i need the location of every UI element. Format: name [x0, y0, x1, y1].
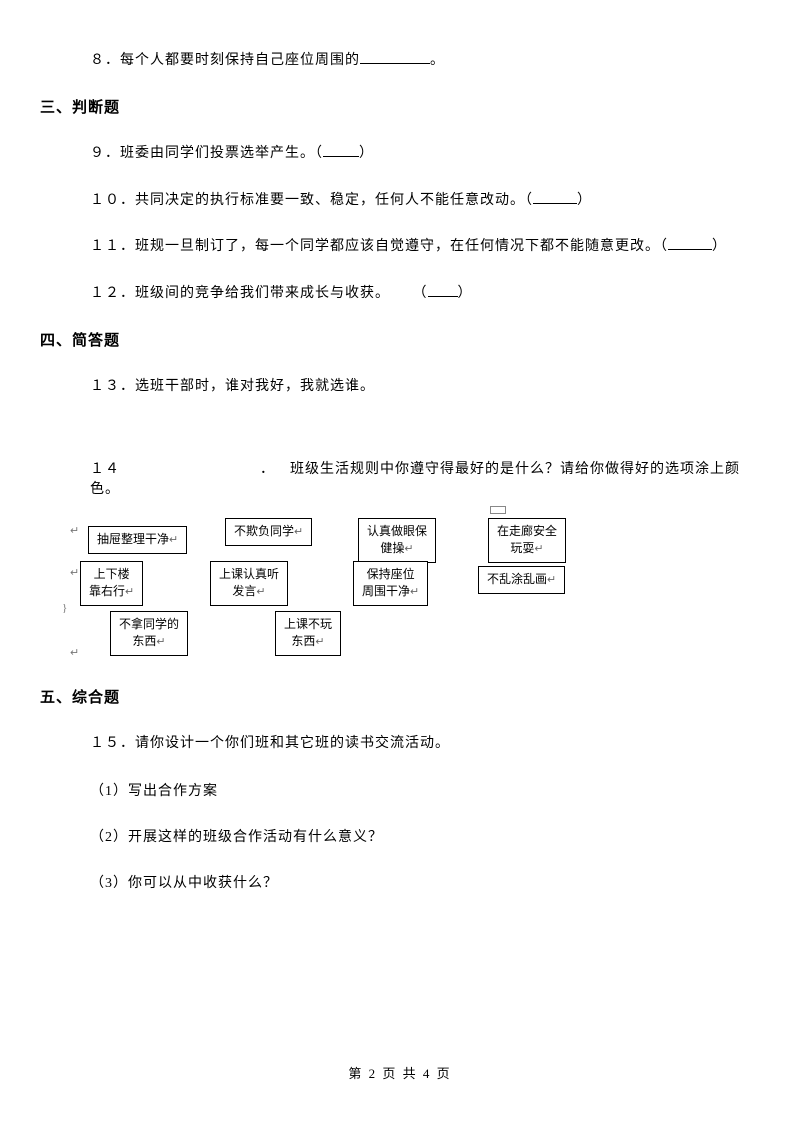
enter-icon: ↵ — [547, 574, 556, 586]
rule-box-noplay[interactable]: 上课不玩 东西↵ — [275, 611, 341, 655]
rule-box-clean[interactable]: 保持座位 周围干净↵ — [353, 561, 428, 605]
q9-text: ９．班委由同学们投票选举产生。（ — [90, 146, 323, 161]
question-15: １５．请你设计一个你们班和其它班的读书交流活动。 — [60, 733, 740, 755]
q12-text-b: （ — [413, 286, 428, 301]
blank-judge[interactable] — [428, 283, 458, 297]
enter-icon: ↵ — [256, 586, 265, 598]
blank-judge[interactable] — [533, 190, 577, 204]
edge-mark: ↵ — [70, 566, 79, 579]
question-12: １２．班级间的竞争给我们带来成长与收获。 （ ） — [60, 283, 740, 305]
edge-mark: ↵ — [70, 646, 79, 659]
q14-number: １４． — [90, 458, 290, 478]
enter-icon: ↵ — [315, 636, 324, 648]
q8-text: ８．每个人都要时刻保持自己座位周围的 — [90, 53, 360, 68]
question-11: １１．班规一旦制订了，每一个同学都应该自觉遵守，在任何情况下都不能随意更改。（ ） — [60, 236, 740, 258]
question-8: ８．每个人都要时刻保持自己座位周围的 。 — [60, 50, 740, 72]
rule-box-drawer[interactable]: 抽屉整理干净↵ — [88, 526, 187, 553]
q14-line: １４．班级生活规则中你遵守得最好的是什么？请给你做得好的选项涂上颜色。 — [90, 458, 740, 498]
rule-box-stairs[interactable]: 上下楼 靠右行↵ — [80, 561, 143, 605]
section-3-heading: 三、判断题 — [40, 96, 740, 117]
q11-text: １１．班规一旦制订了，每一个同学都应该自觉遵守，在任何情况下都不能随意更改。（ — [90, 239, 668, 254]
question-9: ９．班委由同学们投票选举产生。（ ） — [60, 143, 740, 165]
enter-icon: ↵ — [534, 543, 543, 555]
blank-judge[interactable] — [668, 236, 712, 250]
enter-icon: ↵ — [404, 543, 413, 555]
q9-suffix: ） — [359, 146, 374, 161]
question-14: １４．班级生活规则中你遵守得最好的是什么？请给你做得好的选项涂上颜色。 抽屉整理… — [60, 458, 740, 666]
rule-box-corridor[interactable]: 在走廊安全 玩耍↵ — [488, 518, 566, 562]
q15-sub3: （3）你可以从中收获什么？ — [60, 872, 740, 892]
q12-suffix: ） — [458, 286, 473, 301]
rule-box-notake[interactable]: 不拿同学的 东西↵ — [110, 611, 188, 655]
enter-icon: ↵ — [156, 636, 165, 648]
q12-text-a: １２．班级间的竞争给我们带来成长与收获。 — [90, 286, 390, 301]
blank-judge[interactable] — [323, 143, 359, 157]
enter-icon: ↵ — [410, 586, 419, 598]
rule-box-listen[interactable]: 上课认真听 发言↵ — [210, 561, 288, 605]
rule-box-nobully[interactable]: 不欺负同学↵ — [225, 518, 312, 545]
question-13: １３．选班干部时，谁对我好，我就选谁。 — [60, 376, 740, 398]
edge-mark: ↵ — [70, 524, 79, 537]
q10-suffix: ） — [577, 193, 592, 208]
rule-boxes-diagram: 抽屉整理干净↵ 不欺负同学↵ 认真做眼保 健操↵ 在走廊安全 玩耍↵ 上下楼 靠… — [70, 506, 650, 666]
q11-suffix: ） — [712, 239, 727, 254]
q15-sub2: （2）开展这样的班级合作活动有什么意义？ — [60, 826, 740, 846]
edge-mark: } — [62, 602, 67, 614]
section-5-heading: 五、综合题 — [40, 686, 740, 707]
small-marker — [490, 506, 506, 514]
enter-icon: ↵ — [169, 534, 178, 546]
blank-fill[interactable] — [360, 50, 430, 64]
question-10: １０．共同决定的执行标准要一致、稳定，任何人不能任意改动。（ ） — [60, 190, 740, 212]
q15-sub1: （1）写出合作方案 — [60, 780, 740, 800]
enter-icon: ↵ — [294, 526, 303, 538]
rule-box-eyeexercise[interactable]: 认真做眼保 健操↵ — [358, 518, 436, 562]
page-footer: 第 2 页 共 4 页 — [0, 1063, 800, 1082]
section-4-heading: 四、简答题 — [40, 329, 740, 350]
enter-icon: ↵ — [125, 586, 134, 598]
q8-suffix: 。 — [430, 53, 445, 68]
q10-text: １０．共同决定的执行标准要一致、稳定，任何人不能任意改动。（ — [90, 193, 533, 208]
rule-box-nodraw[interactable]: 不乱涂乱画↵ — [478, 566, 565, 593]
